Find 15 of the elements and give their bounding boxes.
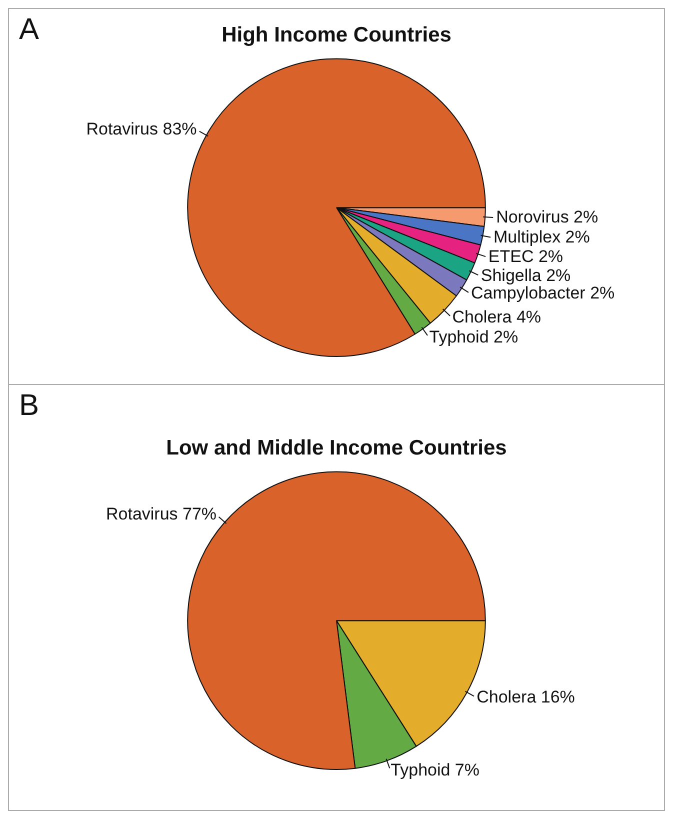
slice-label: Typhoid 7% [390, 760, 480, 780]
slice-label: Multiplex 2% [494, 228, 590, 247]
chart-title: Low and Middle Income Countries [166, 436, 507, 460]
slice-label: ETEC 2% [488, 247, 564, 266]
slice-label: Shigella 2% [480, 266, 571, 286]
chart-title: High Income Countries [222, 23, 452, 46]
slice-label: Cholera 4% [452, 308, 542, 327]
slice-label: Typhoid 2% [429, 328, 518, 347]
text: A [19, 13, 40, 47]
slice-label: Norovirus 2% [496, 207, 598, 226]
slice-label: Cholera 16% [476, 687, 575, 706]
slice-label: Rotavirus 83% [86, 120, 197, 139]
text: B [19, 389, 40, 423]
slice-label: Campylobacter 2% [471, 284, 615, 303]
slice-label: Rotavirus 77% [106, 504, 217, 524]
